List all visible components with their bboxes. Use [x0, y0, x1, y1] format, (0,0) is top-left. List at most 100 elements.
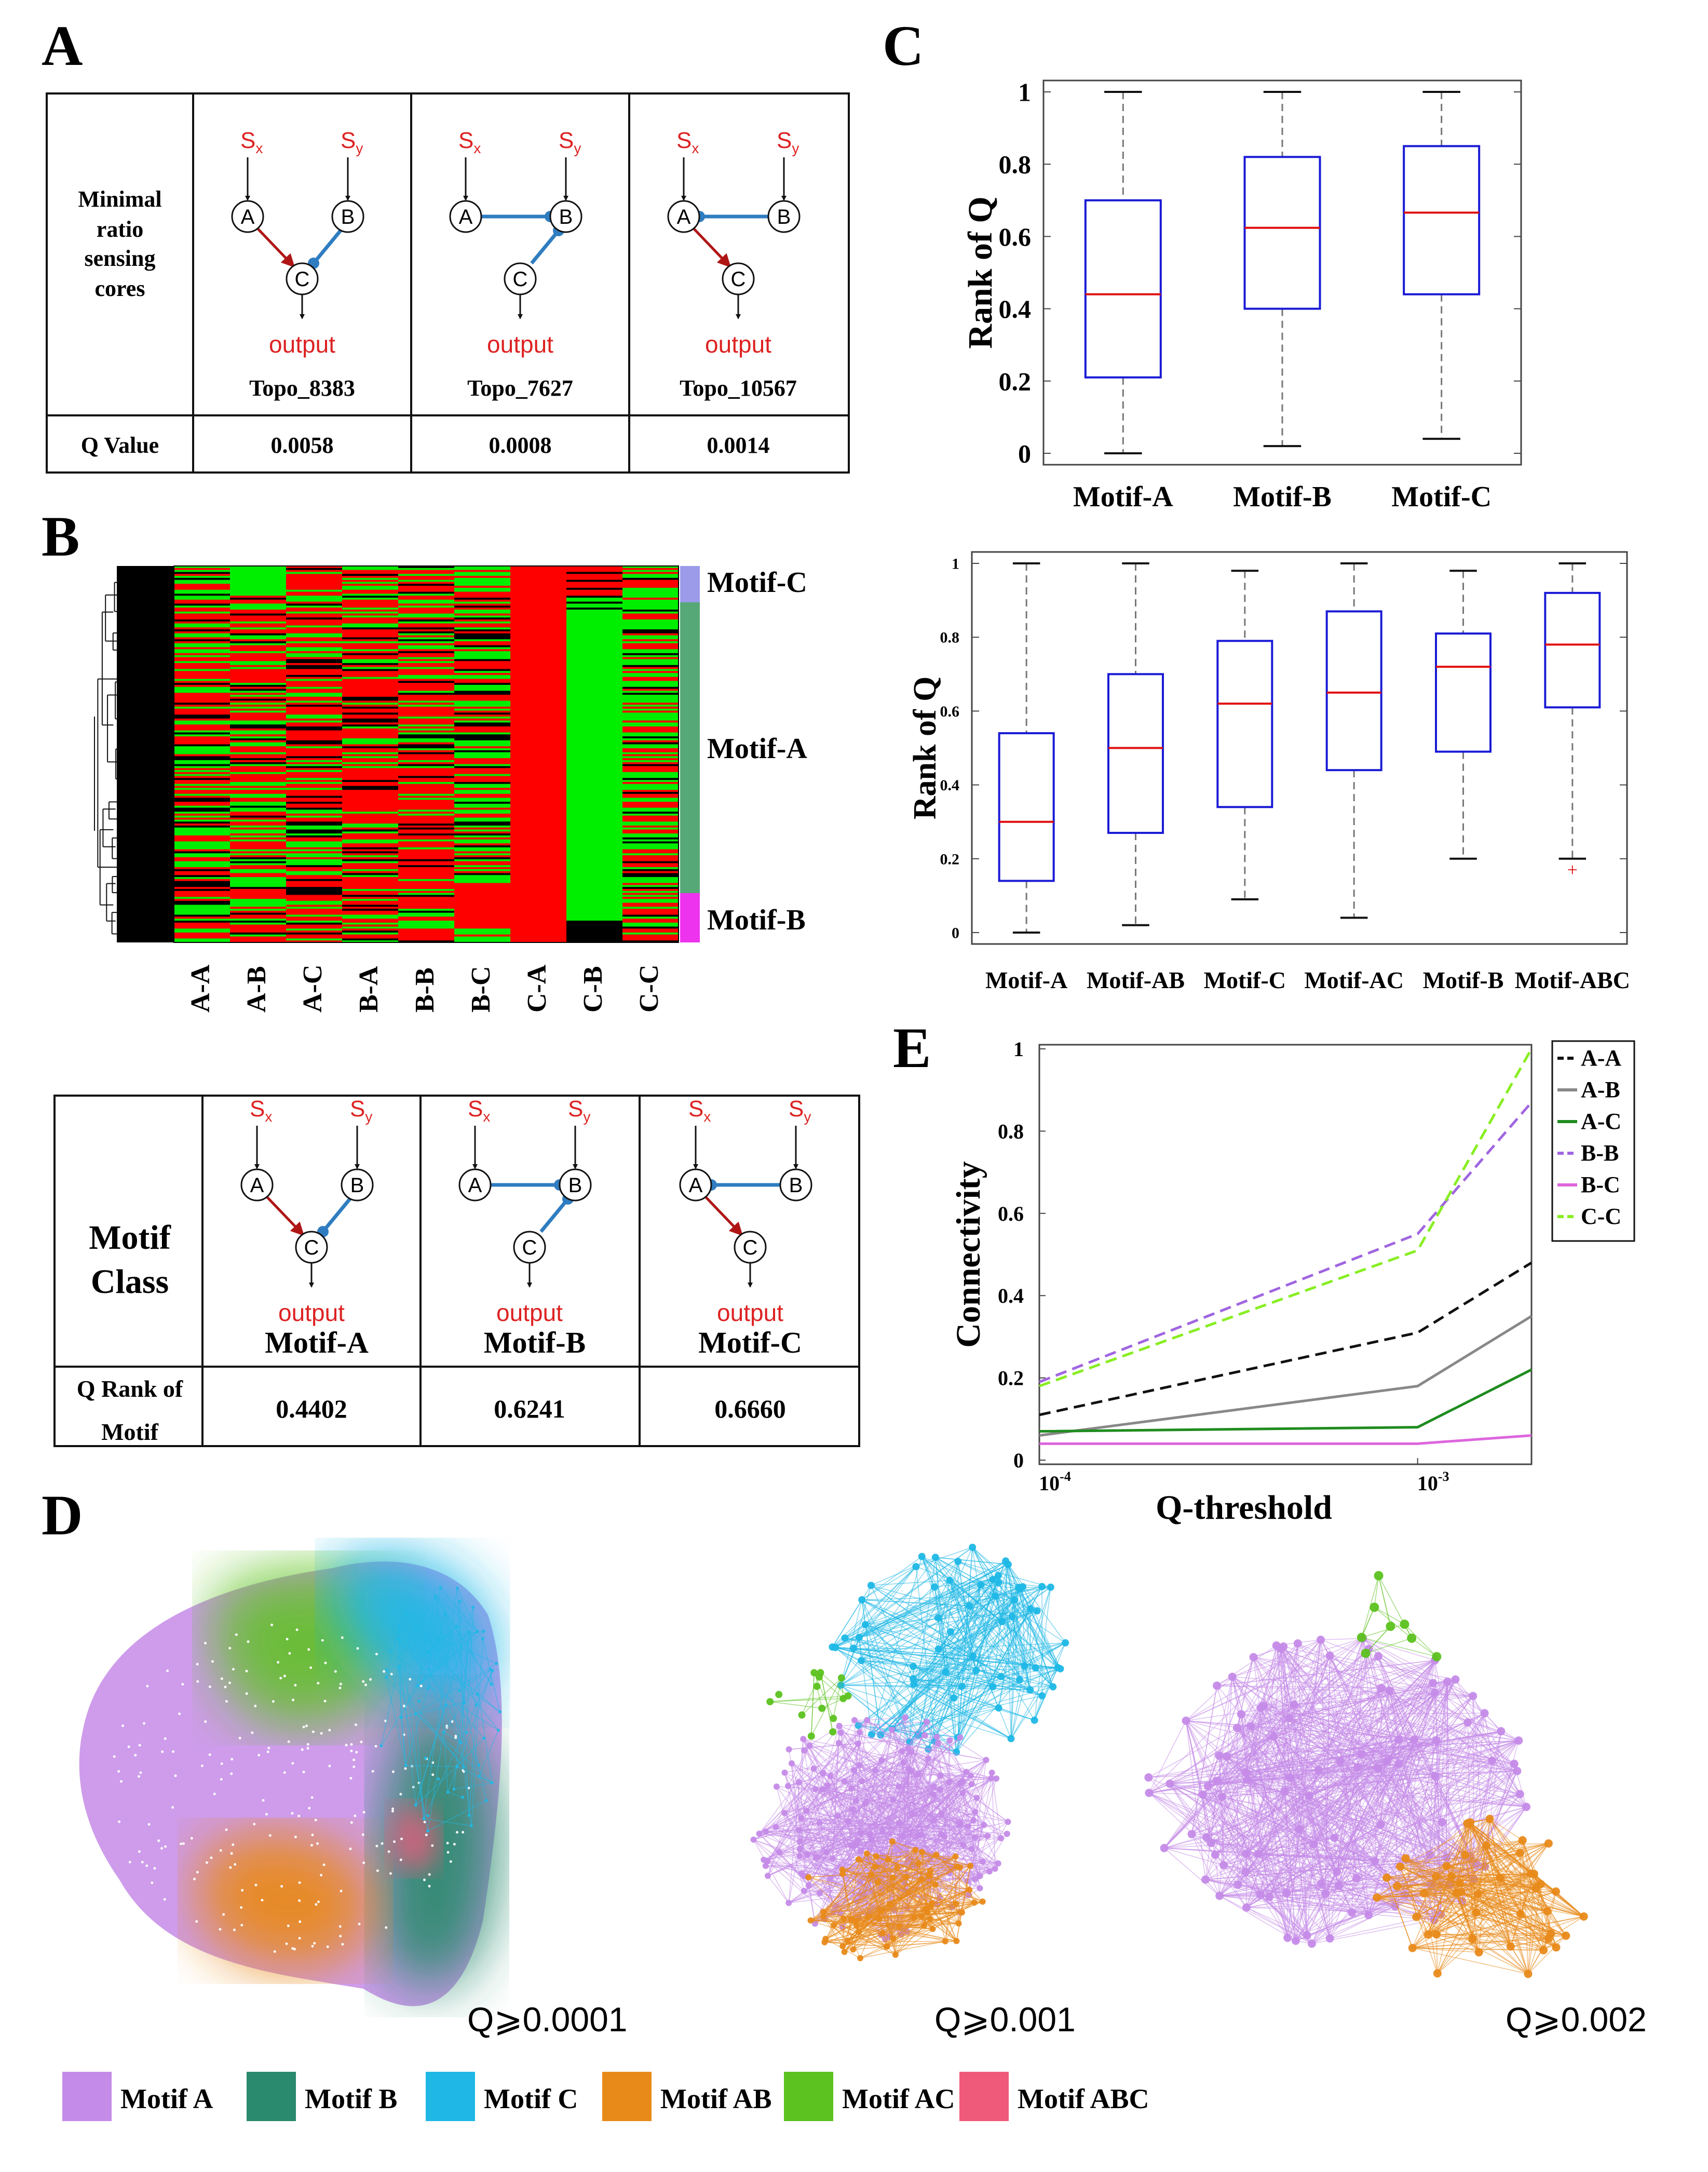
table-a-q-label: Q Value — [81, 433, 159, 458]
network-graph-1 — [79, 1554, 502, 2006]
series-line-A-C — [1039, 1368, 1533, 1433]
series-line-A-A — [1039, 1261, 1533, 1416]
signal-sx-label: Sx — [250, 1096, 272, 1125]
threshold-label-2: Q⩾0.001 — [934, 2000, 1076, 2039]
y-tick-label: 0 — [952, 925, 959, 942]
dendrogram-leaf-bundle — [117, 566, 174, 942]
boxplot-all-motifs: 0 0.2 0.4 0.6 0.8 1 Rank of Q Motif-A Motif-AB Mo… — [907, 551, 1630, 993]
x-tick-Motif-C: Motif-C — [1391, 481, 1492, 513]
topo-name-3: Topo_10567 — [680, 375, 797, 401]
y-tick-label: 0.8 — [999, 150, 1032, 179]
heatmap-col-B-C: B-C — [466, 966, 496, 1013]
series-line-B-C — [1039, 1434, 1532, 1445]
legend-label-C-C: C-C — [1581, 1204, 1621, 1229]
node-b-label: B — [341, 206, 355, 228]
node-a-label: A — [241, 206, 255, 228]
node-b-circle — [559, 1168, 592, 1202]
heatmap-col-C-B: C-B — [578, 966, 608, 1013]
signal-sx-label: Sx — [458, 128, 481, 156]
q-value-2: 0.0008 — [489, 433, 552, 458]
cluster-bar-Motif-A — [680, 602, 700, 893]
y-tick-label: 0.6 — [940, 703, 960, 720]
outlier-mark: + — [1567, 859, 1578, 880]
heatmap-border — [173, 565, 679, 943]
table-a-row-label-4: cores — [95, 276, 145, 301]
signal-sx-label: Sx — [676, 128, 699, 156]
legend-label-A-C: A-C — [1581, 1109, 1621, 1134]
y-tick-label: 0.6 — [998, 1202, 1024, 1225]
node-b-label: B — [777, 206, 791, 228]
panel-letter-a: A — [42, 14, 83, 77]
node-c-label: C — [743, 1236, 758, 1259]
motif-name-2: Motif-B — [484, 1326, 586, 1359]
y-tick-label: 1 — [1013, 1037, 1024, 1061]
heatmap-col-B-B: B-B — [410, 967, 440, 1013]
box-Motif-AB — [1107, 562, 1164, 926]
legend-swatch-Motif-B — [247, 2072, 296, 2121]
heatmap-col-B-A: B-A — [354, 966, 384, 1013]
node-c-label: C — [304, 1236, 319, 1259]
x-tick-label: 10-3 — [1417, 1469, 1449, 1495]
y-tick-label: 0.2 — [998, 1367, 1024, 1390]
signal-sx-label: Sx — [688, 1096, 711, 1125]
panel-letter-c: C — [883, 14, 924, 77]
node-a-circle — [240, 1168, 274, 1202]
y-tick-label: 0.6 — [999, 222, 1032, 251]
node-b-circle — [549, 200, 582, 233]
output-label: output — [269, 331, 335, 358]
legend-swatch-Motif-AC — [784, 2072, 833, 2121]
rank-value-1: 0.4402 — [276, 1394, 347, 1423]
legend-label-Motif-AC: Motif AC — [842, 2083, 955, 2114]
node-a-circle — [231, 200, 264, 233]
motif-class-line-1: Motif — [89, 1219, 171, 1257]
cluster-bar-Motif-C — [680, 566, 700, 602]
legend-label-Motif-A: Motif A — [120, 2083, 213, 2114]
signal-sy-label: Sy — [559, 128, 581, 156]
q-value-3: 0.0014 — [707, 433, 770, 458]
x-tick-Motif-ABC: Motif-ABC — [1515, 967, 1630, 993]
table-b: Motif Class Q Rank of Motif Motif-A Moti… — [53, 1095, 860, 1447]
node-b-label: B — [559, 206, 573, 228]
box-Motif-B — [1435, 570, 1492, 860]
table-a-row-label-3: sensing — [85, 246, 156, 271]
cluster-label-Motif-B: Motif-B — [707, 904, 806, 936]
cluster-label-Motif-A: Motif-A — [707, 733, 807, 765]
node-c-label: C — [513, 268, 528, 291]
table-a-row-label-2: ratio — [97, 217, 143, 242]
node-c-label: C — [295, 268, 310, 291]
legend-swatch-Motif-A — [62, 2072, 112, 2121]
y-axis-label: Rank of Q — [961, 196, 999, 348]
plot-frame — [1038, 1044, 1533, 1465]
x-tick-Motif-C: Motif-C — [1204, 967, 1286, 993]
y-tick-label: 0.4 — [999, 294, 1032, 323]
heatmap-col-A-A: A-A — [186, 964, 215, 1013]
y-tick-label: 0.2 — [940, 851, 960, 868]
legend-label-Motif-AB: Motif AB — [660, 2083, 771, 2114]
signal-sx-label: Sx — [240, 128, 263, 156]
heatmap-col-A-B: A-B — [242, 966, 272, 1013]
q-rank-line-2: Motif — [101, 1419, 159, 1445]
table-a-row-label-1: Minimal — [78, 186, 161, 212]
legend-label-Motif-C: Motif C — [484, 2083, 578, 2114]
box-Motif-ABC: + — [1544, 562, 1601, 880]
node-a-label: A — [459, 206, 473, 228]
signal-sy-label: Sy — [341, 128, 363, 156]
y-tick-label: 0.8 — [940, 629, 960, 646]
node-a-label: A — [677, 206, 691, 228]
heatmap-panel: A-A A-B A-C B-A B-B B-C C-A C-B C-C Motif-C Motif… — [94, 565, 807, 1013]
legend-label-B-B: B-B — [1581, 1140, 1619, 1166]
panel-letter-d: D — [42, 1483, 83, 1547]
node-a-circle — [679, 1168, 712, 1202]
output-label: output — [496, 1299, 563, 1326]
y-tick-label: 1 — [952, 556, 959, 573]
node-b-circle — [341, 1168, 374, 1202]
node-a-circle — [449, 200, 482, 233]
y-tick-label: 1 — [1018, 78, 1031, 107]
line-legend: A-A A-B A-C B-B B-C C-C — [1551, 1040, 1635, 1242]
x-tick-Motif-A: Motif-A — [1073, 481, 1173, 513]
